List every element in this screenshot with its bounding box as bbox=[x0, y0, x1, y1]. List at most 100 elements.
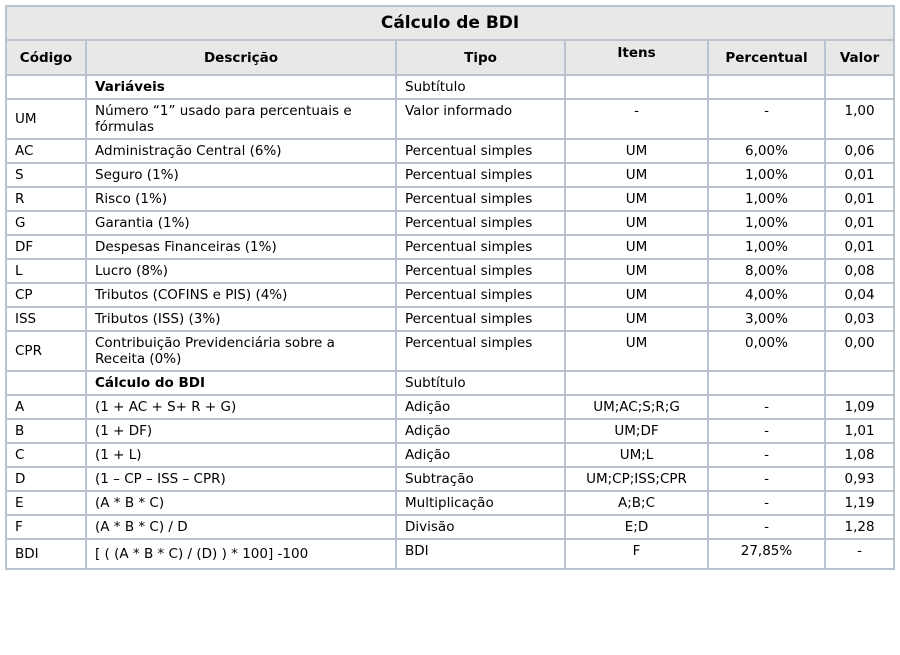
cell-tipo: Percentual simples bbox=[395, 234, 566, 260]
cell-itens: E;D bbox=[564, 514, 709, 540]
cell-percentual: 0,00% bbox=[707, 330, 826, 372]
cell-valor: 1,28 bbox=[823, 514, 896, 540]
cell-tipo: Valor informado bbox=[395, 98, 566, 140]
table-row: CPR Contribuição Previdenciária sobre a R… bbox=[5, 330, 896, 372]
cell-tipo: Adição bbox=[395, 418, 566, 444]
cell-descricao: Contribuição Previdenciária sobre a Rece… bbox=[85, 330, 397, 372]
cell-codigo: G bbox=[5, 210, 87, 236]
table-row: C (1 + L) Adição UM;L -1,08 bbox=[5, 442, 896, 468]
cell-descricao: Tributos (ISS) (3%) bbox=[85, 306, 397, 332]
cell-tipo: BDI bbox=[395, 538, 566, 570]
table-row: Variáveis Subtítulo bbox=[5, 74, 896, 100]
cell-tipo: Multiplicação bbox=[395, 490, 566, 516]
cell-itens: UM bbox=[564, 282, 709, 308]
cell-tipo: Subtítulo bbox=[395, 370, 566, 396]
cell-percentual: 1,00% bbox=[707, 186, 826, 212]
table-row: F (A * B * C) / D Divisão E;D -1,28 bbox=[5, 514, 896, 540]
cell-descricao: Cálculo do BDI bbox=[85, 370, 397, 396]
table-row: A (1 + AC + S+ R + G) Adição UM;AC;S;R;G -1,… bbox=[5, 394, 896, 420]
cell-percentual bbox=[707, 74, 826, 100]
table-row: ISS Tributos (ISS) (3%) Percentual simples… bbox=[5, 306, 896, 332]
column-header-percentual: Percentual bbox=[707, 39, 826, 76]
cell-codigo: D bbox=[5, 466, 87, 492]
cell-percentual: 1,00% bbox=[707, 210, 826, 236]
cell-codigo: F bbox=[5, 514, 87, 540]
table-row: UM Número “1” usado para percentuais e fó… bbox=[5, 98, 896, 140]
cell-codigo: UM bbox=[5, 98, 87, 140]
table-row: Cálculo do BDI Subtítulo bbox=[5, 370, 896, 396]
cell-itens: A;B;C bbox=[564, 490, 709, 516]
cell-valor: 0,04 bbox=[823, 282, 896, 308]
table-row: G Garantia (1%) Percentual simples UM 1,00% 0… bbox=[5, 210, 896, 236]
cell-itens: UM bbox=[564, 330, 709, 372]
cell-itens bbox=[564, 370, 709, 396]
cell-descricao: Administração Central (6%) bbox=[85, 138, 397, 164]
title-row: Cálculo de BDI bbox=[4, 5, 896, 41]
cell-itens: UM;CP;ISS;CPR bbox=[564, 466, 709, 492]
cell-itens: UM;L bbox=[564, 442, 709, 468]
table-row: R Risco (1%) Percentual simples UM 1,00% 0,01 bbox=[5, 186, 896, 212]
page-title: Cálculo de BDI bbox=[4, 5, 896, 41]
cell-tipo: Adição bbox=[395, 442, 566, 468]
cell-codigo: BDI bbox=[5, 538, 87, 570]
cell-descricao: Número “1” usado para percentuais e fórm… bbox=[85, 98, 397, 140]
cell-valor: 0,08 bbox=[823, 258, 896, 284]
cell-valor: 1,08 bbox=[823, 442, 896, 468]
cell-percentual: - bbox=[707, 466, 826, 492]
cell-codigo: C bbox=[5, 442, 87, 468]
cell-descricao: Lucro (8%) bbox=[85, 258, 397, 284]
bdi-table: Cálculo de BDI Código Descrição Tipo Ite… bbox=[4, 5, 896, 570]
cell-itens: UM;AC;S;R;G bbox=[564, 394, 709, 420]
cell-percentual: 4,00% bbox=[707, 282, 826, 308]
cell-percentual: - bbox=[707, 418, 826, 444]
cell-valor: 1,09 bbox=[823, 394, 896, 420]
cell-percentual: - bbox=[707, 98, 826, 140]
cell-itens: UM bbox=[564, 306, 709, 332]
cell-percentual: - bbox=[707, 490, 826, 516]
cell-percentual: 6,00% bbox=[707, 138, 826, 164]
cell-valor: 0,93 bbox=[823, 466, 896, 492]
cell-valor: 1,00 bbox=[823, 98, 896, 140]
cell-tipo: Subtração bbox=[395, 466, 566, 492]
cell-tipo: Divisão bbox=[395, 514, 566, 540]
cell-tipo: Percentual simples bbox=[395, 282, 566, 308]
cell-itens bbox=[564, 74, 709, 100]
cell-descricao: Garantia (1%) bbox=[85, 210, 397, 236]
cell-descricao: (1 – CP – ISS – CPR) bbox=[85, 466, 397, 492]
table-row: E (A * B * C) Multiplicação A;B;C -1,19 bbox=[5, 490, 896, 516]
cell-descricao: [ ( (A * B * C) / (D) ) * 100] -100 bbox=[85, 538, 397, 570]
cell-codigo bbox=[5, 370, 87, 396]
cell-itens: UM bbox=[564, 138, 709, 164]
cell-percentual: 8,00% bbox=[707, 258, 826, 284]
cell-percentual: 1,00% bbox=[707, 234, 826, 260]
cell-descricao: Risco (1%) bbox=[85, 186, 397, 212]
cell-descricao: Despesas Financeiras (1%) bbox=[85, 234, 397, 260]
cell-descricao: Variáveis bbox=[85, 74, 397, 100]
cell-valor: 0,01 bbox=[823, 162, 896, 188]
page-container: Cálculo de BDI Código Descrição Tipo Ite… bbox=[4, 5, 896, 570]
cell-percentual: 3,00% bbox=[707, 306, 826, 332]
cell-descricao: (1 + DF) bbox=[85, 418, 397, 444]
cell-codigo: L bbox=[5, 258, 87, 284]
cell-valor: 0,06 bbox=[823, 138, 896, 164]
table-row: D (1 – CP – ISS – CPR) Subtração UM;CP;ISS;… bbox=[5, 466, 896, 492]
cell-codigo: ISS bbox=[5, 306, 87, 332]
table-row: L Lucro (8%) Percentual simples UM 8,00% 0,08 bbox=[5, 258, 896, 284]
cell-valor: 0,01 bbox=[823, 186, 896, 212]
cell-valor: 0,01 bbox=[823, 210, 896, 236]
cell-codigo: CPR bbox=[5, 330, 87, 372]
cell-tipo: Percentual simples bbox=[395, 138, 566, 164]
cell-itens: UM bbox=[564, 234, 709, 260]
column-header-codigo: Código bbox=[5, 39, 87, 76]
table-row: CP Tributos (COFINS e PIS) (4%) Percentual… bbox=[5, 282, 896, 308]
cell-descricao: (A * B * C) bbox=[85, 490, 397, 516]
column-header-tipo: Tipo bbox=[395, 39, 566, 76]
cell-percentual: - bbox=[707, 442, 826, 468]
cell-descricao: (A * B * C) / D bbox=[85, 514, 397, 540]
table-row: BDI[ ( (A * B * C) / (D) ) * 100] -100 BD… bbox=[5, 538, 896, 570]
cell-codigo bbox=[5, 74, 87, 100]
header-row: Código Descrição Tipo Itens Percentual V… bbox=[5, 39, 896, 76]
table-row: AC Administração Central (6%) Percentual s… bbox=[5, 138, 896, 164]
cell-descricao: (1 + L) bbox=[85, 442, 397, 468]
column-header-descricao: Descrição bbox=[85, 39, 397, 76]
